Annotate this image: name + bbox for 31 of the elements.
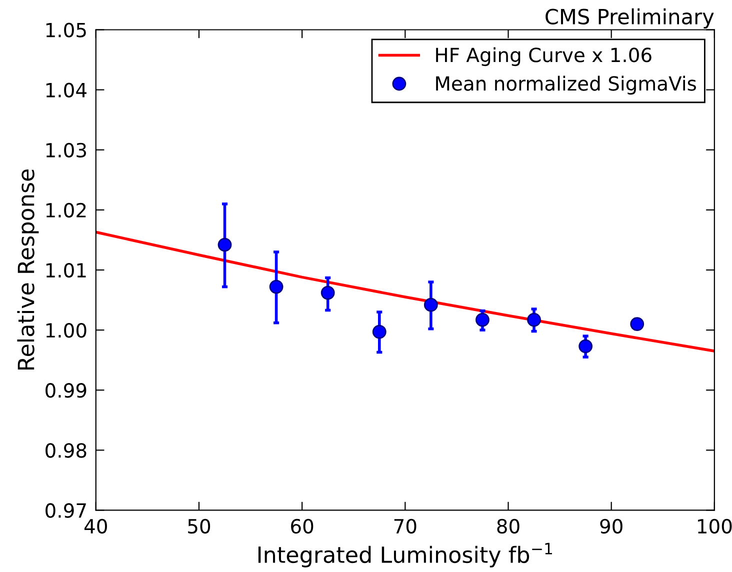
x-tick-label: 40 (84, 518, 107, 534)
point (424, 298, 438, 312)
y-tick-label: 0.99 (46, 383, 86, 398)
y-tick-label: 1.00 (46, 323, 86, 338)
line-series (96, 230, 714, 352)
point (372, 324, 386, 339)
chart-title: CMS Preliminary (546, 8, 714, 29)
y-tick-label: 1.03 (46, 142, 86, 158)
point (218, 238, 232, 252)
y-axis-title: Relative Response (17, 169, 39, 370)
point (527, 312, 541, 327)
point (578, 339, 593, 354)
x-axis-title: Integrated Luminosity fb$^{−1}$ (258, 542, 552, 568)
y-tick-label: 0.97 (46, 503, 86, 518)
y-tick-label: 1.05 (46, 22, 86, 38)
y-tick-label: 1.02 (46, 202, 86, 218)
legend-label: HF Aging Curve x 1.06 (436, 47, 652, 66)
x-tick-label: 100 (698, 518, 732, 534)
x-tick-label: 60 (291, 518, 314, 534)
point (630, 317, 644, 331)
point (476, 312, 490, 327)
legend-label: Mean normalized SigmaVis (436, 76, 696, 95)
point (320, 286, 335, 300)
y-tick-label: 1.04 (46, 82, 86, 98)
y-tick-label: 0.98 (46, 443, 86, 458)
y-tick-label: 1.01 (46, 262, 86, 278)
x-tick-label: 70 (394, 518, 416, 534)
x-tick-label: 50 (188, 518, 210, 534)
x-tick-label: 80 (497, 518, 520, 534)
point (269, 280, 284, 294)
x-tick-label: 90 (600, 518, 622, 534)
